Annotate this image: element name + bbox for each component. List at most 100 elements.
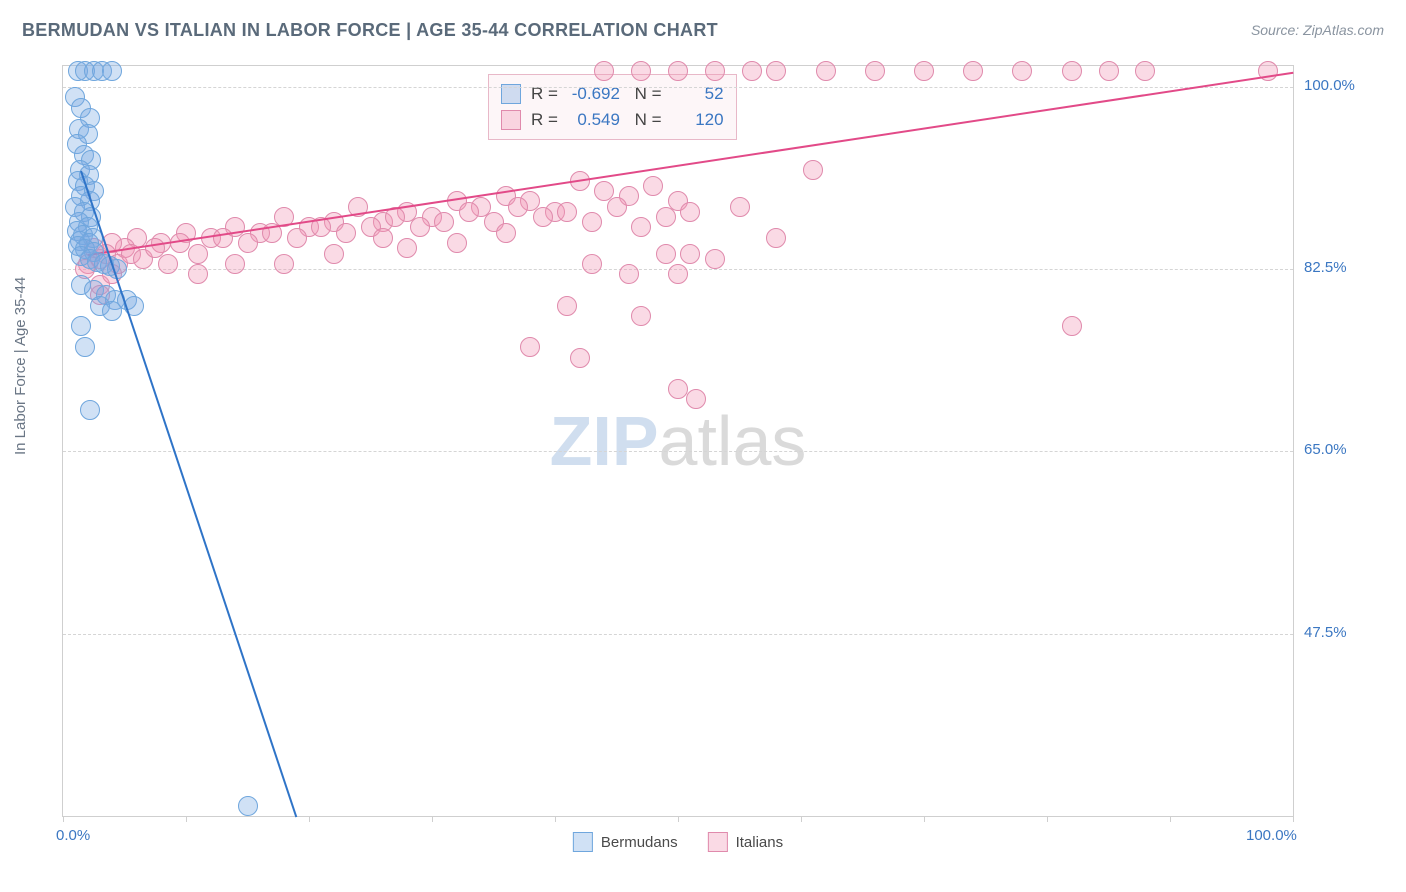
scatter-point: [1062, 61, 1082, 81]
scatter-point: [158, 254, 178, 274]
chart-title: BERMUDAN VS ITALIAN IN LABOR FORCE | AGE…: [22, 20, 718, 40]
n-value-italians: 120: [668, 107, 724, 133]
scatter-point: [582, 254, 602, 274]
scatter-point: [1012, 61, 1032, 81]
y-tick-label: 47.5%: [1304, 624, 1347, 641]
scatter-point: [213, 228, 233, 248]
x-axis-max-label: 100.0%: [1246, 827, 1297, 844]
chart-container: In Labor Force | Age 35-44 ZIPatlas R = …: [22, 55, 1384, 865]
legend-swatch-italians-icon: [708, 832, 728, 852]
scatter-point: [496, 223, 516, 243]
correlation-stats-box: R = -0.692 N = 52 R = 0.549 N = 120: [488, 74, 737, 140]
scatter-point: [730, 197, 750, 217]
r-value-bermudans: -0.692: [564, 81, 620, 107]
x-tick-mark: [801, 816, 802, 822]
scatter-point: [631, 306, 651, 326]
x-tick-mark: [678, 816, 679, 822]
gridline: [63, 451, 1293, 452]
scatter-point: [705, 61, 725, 81]
scatter-point: [680, 202, 700, 222]
r-label: R =: [531, 107, 558, 133]
scatter-point: [336, 223, 356, 243]
watermark: ZIPatlas: [550, 401, 807, 481]
n-label: N =: [630, 107, 662, 133]
scatter-point: [1062, 316, 1082, 336]
x-tick-mark: [186, 816, 187, 822]
scatter-point: [71, 316, 91, 336]
scatter-point: [865, 61, 885, 81]
r-value-italians: 0.549: [564, 107, 620, 133]
legend-item-italians: Italians: [708, 832, 784, 852]
y-tick-label: 82.5%: [1304, 259, 1347, 276]
scatter-point: [668, 264, 688, 284]
stats-row-bermudans: R = -0.692 N = 52: [501, 81, 724, 107]
scatter-point: [188, 244, 208, 264]
scatter-point: [656, 207, 676, 227]
y-axis-label: In Labor Force | Age 35-44: [12, 277, 29, 455]
scatter-point: [238, 233, 258, 253]
scatter-point: [373, 228, 393, 248]
y-tick-label: 65.0%: [1304, 441, 1347, 458]
plot-area: ZIPatlas R = -0.692 N = 52 R = 0.549 N =…: [62, 65, 1294, 817]
watermark-zip: ZIP: [550, 402, 659, 480]
scatter-point: [914, 61, 934, 81]
scatter-point: [447, 233, 467, 253]
n-value-bermudans: 52: [668, 81, 724, 107]
stats-row-italians: R = 0.549 N = 120: [501, 107, 724, 133]
scatter-point: [686, 389, 706, 409]
scatter-point: [742, 61, 762, 81]
scatter-point: [582, 212, 602, 232]
watermark-atlas: atlas: [659, 402, 807, 480]
legend-swatch-bermudans-icon: [573, 832, 593, 852]
scatter-point: [274, 254, 294, 274]
scatter-point: [607, 197, 627, 217]
y-tick-label: 100.0%: [1304, 77, 1355, 94]
x-tick-mark: [555, 816, 556, 822]
scatter-point: [434, 212, 454, 232]
x-tick-mark: [432, 816, 433, 822]
scatter-point: [656, 244, 676, 264]
n-label: N =: [630, 81, 662, 107]
scatter-point: [680, 244, 700, 264]
scatter-point: [102, 61, 122, 81]
scatter-point: [238, 796, 258, 816]
x-tick-mark: [1293, 816, 1294, 822]
x-tick-mark: [63, 816, 64, 822]
gridline: [63, 87, 1293, 88]
r-label: R =: [531, 81, 558, 107]
scatter-point: [410, 217, 430, 237]
chart-header: BERMUDAN VS ITALIAN IN LABOR FORCE | AGE…: [22, 20, 1384, 50]
scatter-point: [80, 400, 100, 420]
scatter-point: [225, 254, 245, 274]
scatter-point: [188, 264, 208, 284]
x-tick-mark: [1170, 816, 1171, 822]
scatter-point: [619, 264, 639, 284]
legend: Bermudans Italians: [573, 832, 783, 852]
scatter-point: [397, 238, 417, 258]
scatter-point: [803, 160, 823, 180]
x-tick-mark: [924, 816, 925, 822]
scatter-point: [1099, 61, 1119, 81]
scatter-point: [533, 207, 553, 227]
x-axis-min-label: 0.0%: [56, 827, 90, 844]
scatter-point: [75, 337, 95, 357]
scatter-point: [570, 348, 590, 368]
legend-label-italians: Italians: [736, 834, 784, 851]
scatter-point: [766, 61, 786, 81]
scatter-point: [508, 197, 528, 217]
scatter-point: [816, 61, 836, 81]
x-tick-mark: [1047, 816, 1048, 822]
scatter-point: [668, 379, 688, 399]
scatter-point: [557, 296, 577, 316]
source-attribution: Source: ZipAtlas.com: [1251, 22, 1384, 38]
scatter-point: [963, 61, 983, 81]
scatter-point: [705, 249, 725, 269]
scatter-point: [557, 202, 577, 222]
scatter-point: [520, 337, 540, 357]
scatter-point: [643, 176, 663, 196]
legend-label-bermudans: Bermudans: [601, 834, 678, 851]
gridline: [63, 634, 1293, 635]
scatter-point: [1135, 61, 1155, 81]
x-tick-mark: [309, 816, 310, 822]
legend-item-bermudans: Bermudans: [573, 832, 678, 852]
